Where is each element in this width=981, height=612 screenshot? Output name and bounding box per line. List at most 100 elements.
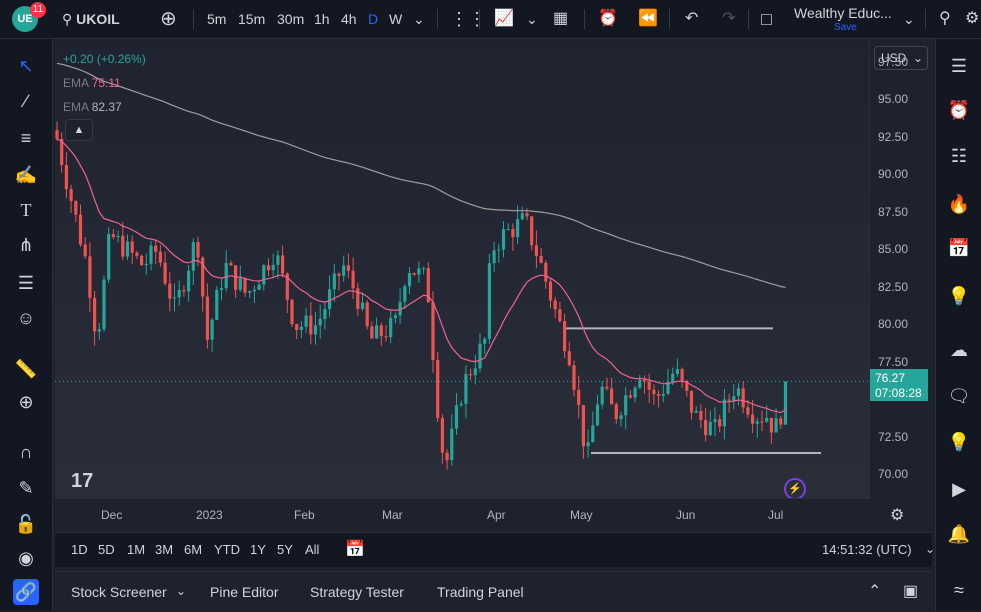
- cursor-arrow-icon[interactable]: ↖: [18, 56, 34, 76]
- interval-5m[interactable]: 5m: [207, 11, 227, 27]
- candle[interactable]: [600, 381, 604, 409]
- range-button-1d[interactable]: 1D: [71, 542, 88, 557]
- candle[interactable]: [219, 277, 224, 301]
- candle[interactable]: [238, 265, 242, 292]
- candle[interactable]: [140, 254, 144, 266]
- candle[interactable]: [201, 256, 205, 312]
- candle[interactable]: [680, 367, 684, 388]
- candle[interactable]: [365, 300, 369, 330]
- candle[interactable]: [93, 291, 97, 346]
- alarm-clock-icon[interactable]: ⏰: [947, 100, 971, 120]
- candle[interactable]: [628, 390, 632, 399]
- candle[interactable]: [760, 410, 764, 432]
- candle[interactable]: [501, 221, 506, 258]
- candle[interactable]: [299, 321, 303, 339]
- tab-strategy-tester[interactable]: Strategy Tester: [310, 584, 404, 600]
- candle[interactable]: [516, 205, 520, 244]
- currency-selector[interactable]: USD ⌄: [874, 46, 928, 70]
- cloud-icon[interactable]: ☁: [950, 340, 968, 360]
- candle[interactable]: [708, 410, 712, 437]
- settings-gear-icon[interactable]: ⚙: [965, 10, 980, 27]
- candle[interactable]: [403, 283, 407, 310]
- symbol-search[interactable]: ⚲ UKOIL: [62, 0, 120, 38]
- candle[interactable]: [445, 449, 449, 470]
- candle[interactable]: [741, 381, 745, 414]
- candle[interactable]: [187, 264, 191, 302]
- candle[interactable]: [102, 275, 106, 332]
- candle[interactable]: [722, 389, 726, 440]
- candle[interactable]: [478, 332, 482, 373]
- candle[interactable]: [304, 307, 308, 334]
- text-tool-icon[interactable]: T: [20, 200, 32, 220]
- candle[interactable]: [525, 208, 529, 221]
- interval-d[interactable]: D: [368, 11, 379, 27]
- interval-30m[interactable]: 30m: [277, 11, 305, 27]
- candle[interactable]: [727, 393, 731, 413]
- candle[interactable]: [440, 414, 444, 464]
- add-list-icon[interactable]: ☷: [950, 146, 968, 166]
- candle[interactable]: [732, 384, 736, 410]
- candle[interactable]: [689, 390, 694, 420]
- candle[interactable]: [605, 377, 609, 391]
- candle[interactable]: [149, 240, 153, 271]
- collapse-legend-chevron-up-icon[interactable]: ▲: [65, 119, 93, 141]
- candle[interactable]: [436, 351, 440, 423]
- brush-icon[interactable]: ✍: [14, 165, 38, 185]
- signals-bulb-icon[interactable]: 💡: [947, 432, 971, 452]
- candle[interactable]: [243, 277, 247, 297]
- lock-pencil-icon[interactable]: ✎: [18, 478, 34, 498]
- candle[interactable]: [610, 377, 614, 405]
- candle[interactable]: [360, 292, 365, 312]
- candle[interactable]: [657, 390, 661, 408]
- indicators-icon[interactable]: 📈: [494, 10, 514, 27]
- candle[interactable]: [398, 288, 402, 324]
- candle[interactable]: [346, 253, 350, 279]
- candle[interactable]: [205, 283, 209, 349]
- candle[interactable]: [483, 336, 487, 355]
- candle[interactable]: [506, 223, 510, 231]
- chat-icon[interactable]: 🗨: [947, 386, 971, 406]
- chevron-down-icon[interactable]: ⌄: [925, 542, 936, 556]
- ema-slow-line[interactable]: [56, 62, 786, 288]
- layout-chevron-down-icon[interactable]: ⌄: [903, 11, 915, 27]
- candle[interactable]: [224, 249, 228, 292]
- candle[interactable]: [168, 272, 172, 312]
- zoom-in-icon[interactable]: ⊕: [18, 392, 34, 412]
- candle[interactable]: [473, 354, 477, 385]
- candle[interactable]: [638, 375, 642, 390]
- interval-dropdown-chevron-down-icon[interactable]: ⌄: [413, 11, 425, 27]
- candle[interactable]: [520, 206, 524, 221]
- candle[interactable]: [581, 404, 585, 459]
- tab-stock-screener[interactable]: Stock Screener: [71, 584, 167, 600]
- candle[interactable]: [407, 267, 412, 294]
- magnet-icon[interactable]: ∩: [19, 442, 33, 462]
- candle[interactable]: [111, 229, 115, 240]
- candle[interactable]: [595, 395, 600, 427]
- interval-w[interactable]: W: [389, 11, 403, 27]
- candle[interactable]: [295, 323, 299, 340]
- candle[interactable]: [323, 301, 327, 330]
- candle[interactable]: [172, 283, 177, 312]
- candle[interactable]: [88, 242, 92, 313]
- ideas-lightbulb-icon[interactable]: 💡: [947, 286, 971, 306]
- interval-1h[interactable]: 1h: [314, 11, 330, 27]
- forecast-icon[interactable]: ☰: [17, 273, 35, 293]
- candle[interactable]: [271, 253, 275, 277]
- candle[interactable]: [572, 360, 576, 397]
- candle[interactable]: [356, 282, 360, 316]
- replay-icon[interactable]: ⏪: [638, 10, 658, 27]
- candle[interactable]: [412, 272, 416, 276]
- candle[interactable]: [154, 239, 158, 265]
- candle[interactable]: [351, 257, 355, 300]
- candle[interactable]: [318, 304, 322, 339]
- chart-pane[interactable]: 17 ⚡: [55, 40, 870, 498]
- calendar-icon[interactable]: 📅: [947, 238, 971, 258]
- candle[interactable]: [276, 250, 280, 279]
- candle[interactable]: [492, 241, 496, 272]
- range-button-all[interactable]: All: [305, 542, 320, 557]
- range-button-3m[interactable]: 3M: [155, 542, 174, 557]
- candle[interactable]: [370, 321, 374, 339]
- candle[interactable]: [567, 341, 571, 367]
- ruler-icon[interactable]: 📏: [14, 359, 38, 379]
- candle[interactable]: [130, 235, 134, 265]
